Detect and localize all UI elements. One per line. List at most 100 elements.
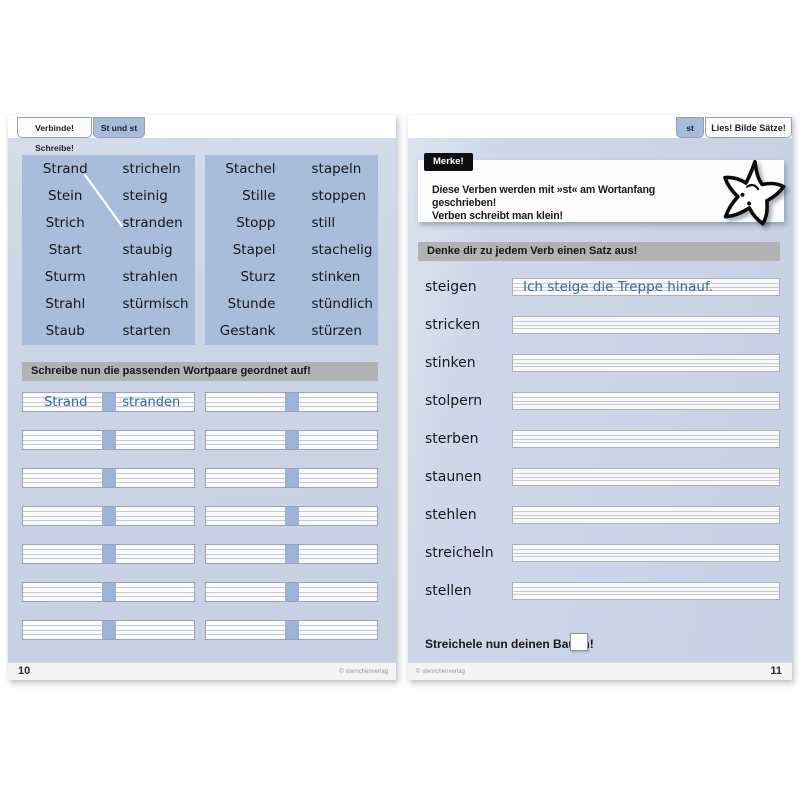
answer-right — [109, 507, 195, 525]
word-row: Stapel stachelig — [205, 236, 378, 263]
verb-label: stinken — [425, 355, 476, 371]
page-right: st Lies! Bilde Sätze! Merke! Diese Verbe… — [408, 115, 792, 680]
answer-cell[interactable] — [22, 468, 195, 488]
separator-block — [284, 583, 299, 601]
answer-right — [292, 469, 378, 487]
writing-line[interactable]: Ich steige die Treppe hinauf. — [512, 278, 780, 296]
word: stachelig — [311, 241, 373, 258]
separator-block — [284, 469, 299, 487]
answer-left: Strand — [44, 395, 88, 410]
writing-line[interactable] — [512, 354, 780, 372]
word-row: Stopp still — [205, 209, 378, 236]
word-row: Gestank stürzen — [205, 318, 378, 345]
merke-badge: Merke! — [424, 153, 473, 171]
writing-line[interactable] — [512, 430, 780, 448]
answer-cell[interactable] — [205, 620, 378, 640]
verb-row: steigen Ich steige die Treppe hinauf. — [408, 278, 792, 297]
page-footer: 10 © sternchenverlag — [8, 662, 396, 680]
writing-line[interactable] — [512, 544, 780, 562]
verb-label: stellen — [425, 583, 472, 599]
word: Stein — [48, 187, 83, 204]
answer-cell[interactable] — [22, 544, 195, 564]
separator-block — [101, 469, 116, 487]
word: Strich — [45, 214, 85, 231]
separator-block — [284, 621, 299, 639]
writing-line[interactable] — [512, 316, 780, 334]
verb-row: stellen — [408, 582, 792, 601]
answer-cell[interactable] — [205, 582, 378, 602]
verb-row: streicheln — [408, 544, 792, 563]
tab-verbinde-schreibe[interactable]: Verbinde! Schreibe! — [17, 117, 92, 153]
answer-right — [292, 583, 378, 601]
answer-left — [206, 507, 292, 525]
verb-row: stehlen — [408, 506, 792, 525]
word-box-2: Stachel stapeln Stille stoppen Stopp sti… — [205, 155, 378, 345]
answer-cell[interactable] — [22, 430, 195, 450]
instruction-bar-left: Schreibe nun die passenden Wortpaare geo… — [22, 362, 378, 381]
word: Stille — [242, 187, 276, 204]
separator-block — [284, 431, 299, 449]
word-row: Strahl stürmisch — [22, 290, 195, 317]
word: stürzen — [311, 323, 362, 340]
answer-cell[interactable] — [205, 468, 378, 488]
verb-row: sterben — [408, 430, 792, 449]
verb-answer: Ich steige die Treppe hinauf. — [523, 279, 714, 295]
writing-line[interactable] — [512, 468, 780, 486]
word-row: Stille stoppen — [205, 182, 378, 209]
answer-left — [23, 431, 109, 449]
answer-left — [23, 469, 109, 487]
instruction-bar-right: Denke dir zu jedem Verb einen Satz aus! — [418, 242, 780, 261]
writing-line[interactable] — [512, 506, 780, 524]
answer-cell[interactable] — [205, 392, 378, 412]
word-row: Stachel stapeln — [205, 155, 378, 182]
answer-right — [292, 431, 378, 449]
answer-cell[interactable] — [22, 582, 195, 602]
word-row: Strand stricheln — [22, 155, 195, 182]
separator-block — [101, 621, 116, 639]
writing-line[interactable] — [512, 392, 780, 410]
answer-right — [109, 621, 195, 639]
answer-right — [292, 621, 378, 639]
word: stündlich — [311, 296, 374, 313]
word-row: Sturz stinken — [205, 263, 378, 290]
verb-label: stricken — [425, 317, 481, 333]
word: Stapel — [232, 241, 276, 258]
word: stapeln — [311, 160, 362, 177]
word: staubig — [122, 241, 173, 258]
word-box-1: Strand stricheln Stein steinig Strich st… — [22, 155, 195, 345]
page-left: Verbinde! Schreibe! St und st Strand str… — [8, 115, 396, 680]
answer-right — [109, 545, 195, 563]
verb-row: stricken — [408, 316, 792, 335]
tab-st-und-st[interactable]: St und st — [93, 117, 145, 138]
task-checkbox[interactable] — [570, 633, 588, 651]
verb-row: staunen — [408, 468, 792, 487]
answer-left — [206, 545, 292, 563]
word-row: Stunde stündlich — [205, 290, 378, 317]
answer-right: stranden — [122, 395, 181, 410]
tab-st[interactable]: st — [676, 117, 704, 138]
merke-box: Merke! Diese Verben werden mit »st« am W… — [418, 153, 786, 226]
answer-left — [23, 545, 109, 563]
answer-left — [206, 621, 292, 639]
merke-line2: Verben schreibt man klein! — [432, 210, 563, 222]
word-row: Start staubig — [22, 236, 195, 263]
separator-block — [284, 393, 299, 411]
word: Staub — [45, 323, 85, 340]
answer-cell[interactable] — [22, 620, 195, 640]
word: stürmisch — [122, 296, 189, 313]
page-footer: © sternchenverlag 11 — [408, 662, 792, 680]
answer-left — [206, 393, 292, 411]
tab-lies-bilde-saetze[interactable]: Lies! Bilde Sätze! — [705, 117, 792, 138]
answer-cell[interactable] — [205, 544, 378, 564]
page-number: 11 — [770, 665, 782, 677]
word: Strand — [42, 160, 88, 177]
answer-cell[interactable]: Strand stranden — [22, 392, 195, 412]
answer-cell[interactable] — [22, 506, 195, 526]
word: stinken — [311, 268, 361, 285]
answer-right — [109, 583, 195, 601]
answer-cell[interactable] — [205, 506, 378, 526]
answer-left — [23, 583, 109, 601]
writing-line[interactable] — [512, 582, 780, 600]
answer-cell[interactable] — [205, 430, 378, 450]
